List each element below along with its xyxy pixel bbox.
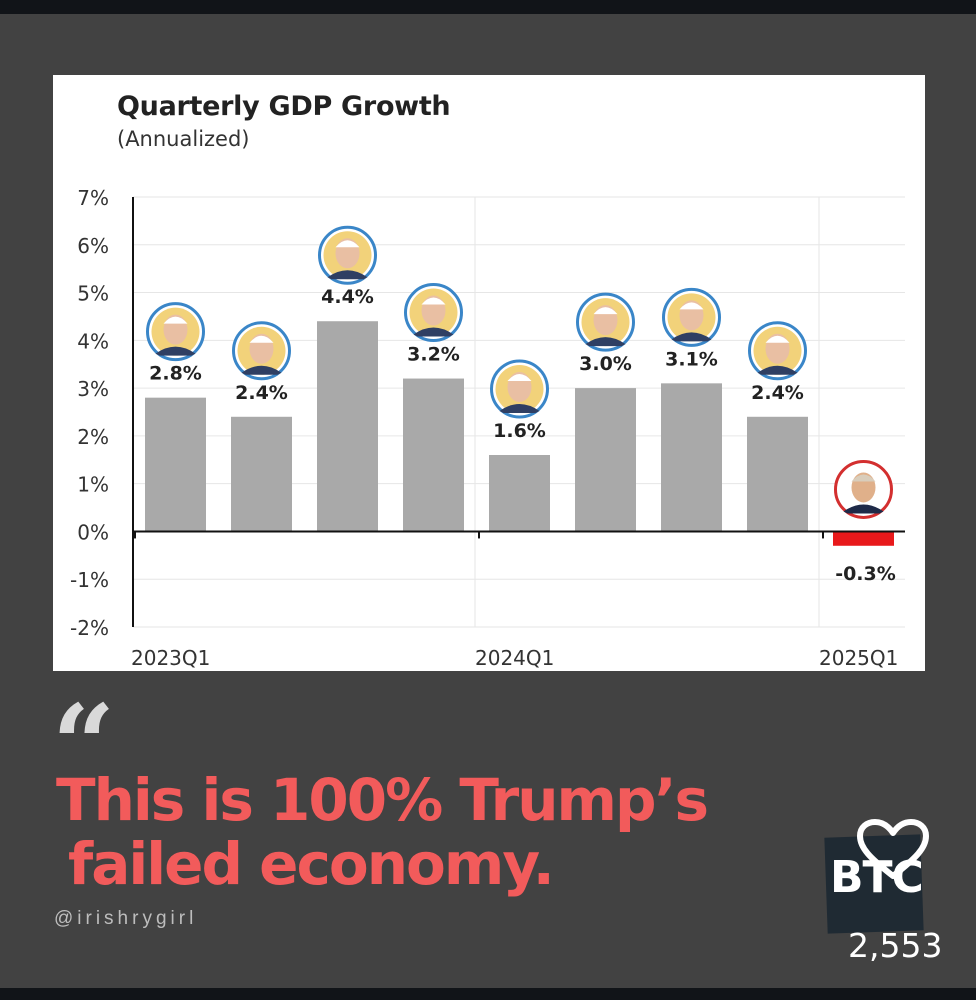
portrait-suit <box>241 365 282 375</box>
data-label: -0.3% <box>835 563 896 585</box>
portrait-suit <box>499 404 540 413</box>
y-tick-label: 4% <box>77 329 109 353</box>
bar <box>317 321 378 532</box>
headline-line-1: This is 100% Trump’s <box>56 766 709 834</box>
biden-portrait-icon <box>318 225 377 285</box>
biden-portrait-icon <box>232 321 291 381</box>
quote-icon: “ <box>52 680 116 809</box>
biden-portrait-icon <box>146 302 205 362</box>
portrait-hair <box>163 316 188 324</box>
data-label: 1.6% <box>493 420 546 442</box>
portrait-suit <box>155 346 196 356</box>
biden-portrait-icon <box>662 287 721 347</box>
portrait-hair <box>851 474 876 482</box>
data-label: 3.1% <box>665 348 718 370</box>
portrait-hair <box>507 374 532 381</box>
data-label: 2.8% <box>149 363 202 385</box>
x-tick-label: 2025Q1 <box>819 646 898 670</box>
biden-portrait-icon <box>490 359 549 419</box>
bar <box>833 531 894 546</box>
chart-title: Quarterly GDP Growth <box>117 91 451 122</box>
gdp-bar-chart: 7% 6% 5% 4% 3% 2% 1% 0% -1% -2% 2.8% 2.4% 4.4% 3.2% 1.… <box>70 186 905 670</box>
portrait-suit <box>757 365 798 375</box>
biden-portrait-icon <box>748 321 807 381</box>
chart-card: Quarterly GDP Growth (Annualized) 7% 6% 5%… <box>53 75 925 671</box>
y-tick-label: 1% <box>77 473 109 497</box>
y-tick-label: 0% <box>77 520 109 544</box>
portrait-suit <box>585 337 626 347</box>
data-label: 2.4% <box>751 382 804 404</box>
data-label: 4.4% <box>321 286 374 308</box>
x-tick-label: 2023Q1 <box>131 646 210 670</box>
bar <box>575 388 636 532</box>
like-count: 2,553 <box>848 926 943 965</box>
y-tick-label: 3% <box>77 377 109 401</box>
biden-portrait-icon <box>576 292 635 352</box>
headline-line-2: failed economy. <box>68 830 555 898</box>
trump-portrait-icon <box>834 459 893 519</box>
x-tick-label: 2024Q1 <box>475 646 554 670</box>
portrait-suit <box>413 327 454 337</box>
portrait-hair <box>593 307 618 315</box>
bar <box>489 455 550 532</box>
portrait-hair <box>679 302 704 310</box>
portrait-hair <box>765 335 790 343</box>
chart-subtitle: (Annualized) <box>117 127 250 151</box>
portrait-suit <box>843 504 884 514</box>
post-frame: Quarterly GDP Growth (Annualized) 7% 6% 5%… <box>0 14 976 988</box>
biden-portrait-icon <box>404 283 463 343</box>
portrait-suit <box>671 332 712 342</box>
y-tick-label: 6% <box>77 234 109 258</box>
y-tick-label: -1% <box>70 568 109 592</box>
portrait-hair <box>421 297 446 305</box>
headline: This is 100% Trump’s failed economy. <box>56 768 776 896</box>
data-label: 2.4% <box>235 382 288 404</box>
y-tick-label: -2% <box>70 616 109 640</box>
bar <box>145 397 206 532</box>
portrait-hair <box>249 335 274 343</box>
bar <box>403 378 464 532</box>
y-tick-label: 7% <box>77 186 109 210</box>
data-label: 3.2% <box>407 344 460 366</box>
portrait-hair <box>335 240 360 248</box>
author-handle[interactable]: @irishrygirl <box>54 908 198 929</box>
heart-icon[interactable] <box>856 818 930 882</box>
bar <box>661 383 722 532</box>
y-tick-label: 5% <box>77 282 109 306</box>
bar <box>747 416 808 532</box>
bar <box>231 416 292 532</box>
y-tick-label: 2% <box>77 425 109 449</box>
data-label: 3.0% <box>579 353 632 375</box>
portrait-suit <box>327 270 368 280</box>
